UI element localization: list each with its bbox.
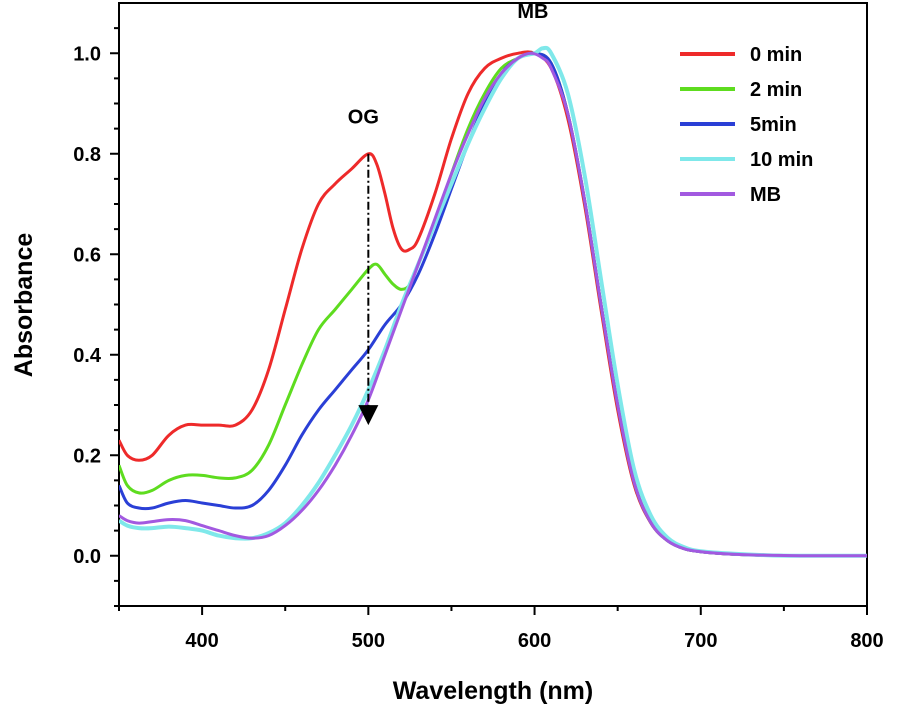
y-tick-label: 0.2 (73, 445, 101, 467)
y-tick-label: 1.0 (73, 43, 101, 65)
series-line-4 (119, 51, 867, 558)
y-tick-label: 0.8 (73, 144, 101, 166)
annotation-mb: MB (517, 1, 548, 23)
y-tick-label: 0.4 (73, 345, 102, 367)
arrow-head (358, 405, 379, 426)
series-line-3 (119, 45, 867, 558)
x-tick-label: 500 (352, 630, 385, 652)
series-lines (119, 45, 867, 558)
annotation-og: OG (348, 107, 379, 129)
axis-ticks (110, 27, 868, 615)
legend-label-1: 2 min (750, 79, 802, 101)
x-axis-title: Wavelength (nm) (393, 677, 593, 705)
x-tick-label: 800 (850, 630, 883, 652)
x-tick-label: 600 (518, 630, 551, 652)
x-tick-label: 700 (684, 630, 717, 652)
y-tick-label: 0.6 (73, 244, 101, 266)
axis-tick-labels: 400 500 600 700 800 0.0 0.2 0.4 0.6 0.8 1.0 (73, 43, 884, 652)
legend-label-3: 10 min (750, 149, 813, 171)
legend-label-0: 0 min (750, 44, 802, 66)
y-tick-label: 0.0 (73, 546, 101, 568)
legend: 0 min 2 min 5min 10 min MB (680, 44, 813, 206)
x-tick-label: 400 (185, 630, 218, 652)
legend-label-4: MB (750, 184, 781, 206)
legend-label-2: 5min (750, 114, 797, 136)
decay-arrow (358, 153, 379, 426)
y-axis-title: Absorbance (10, 233, 38, 378)
